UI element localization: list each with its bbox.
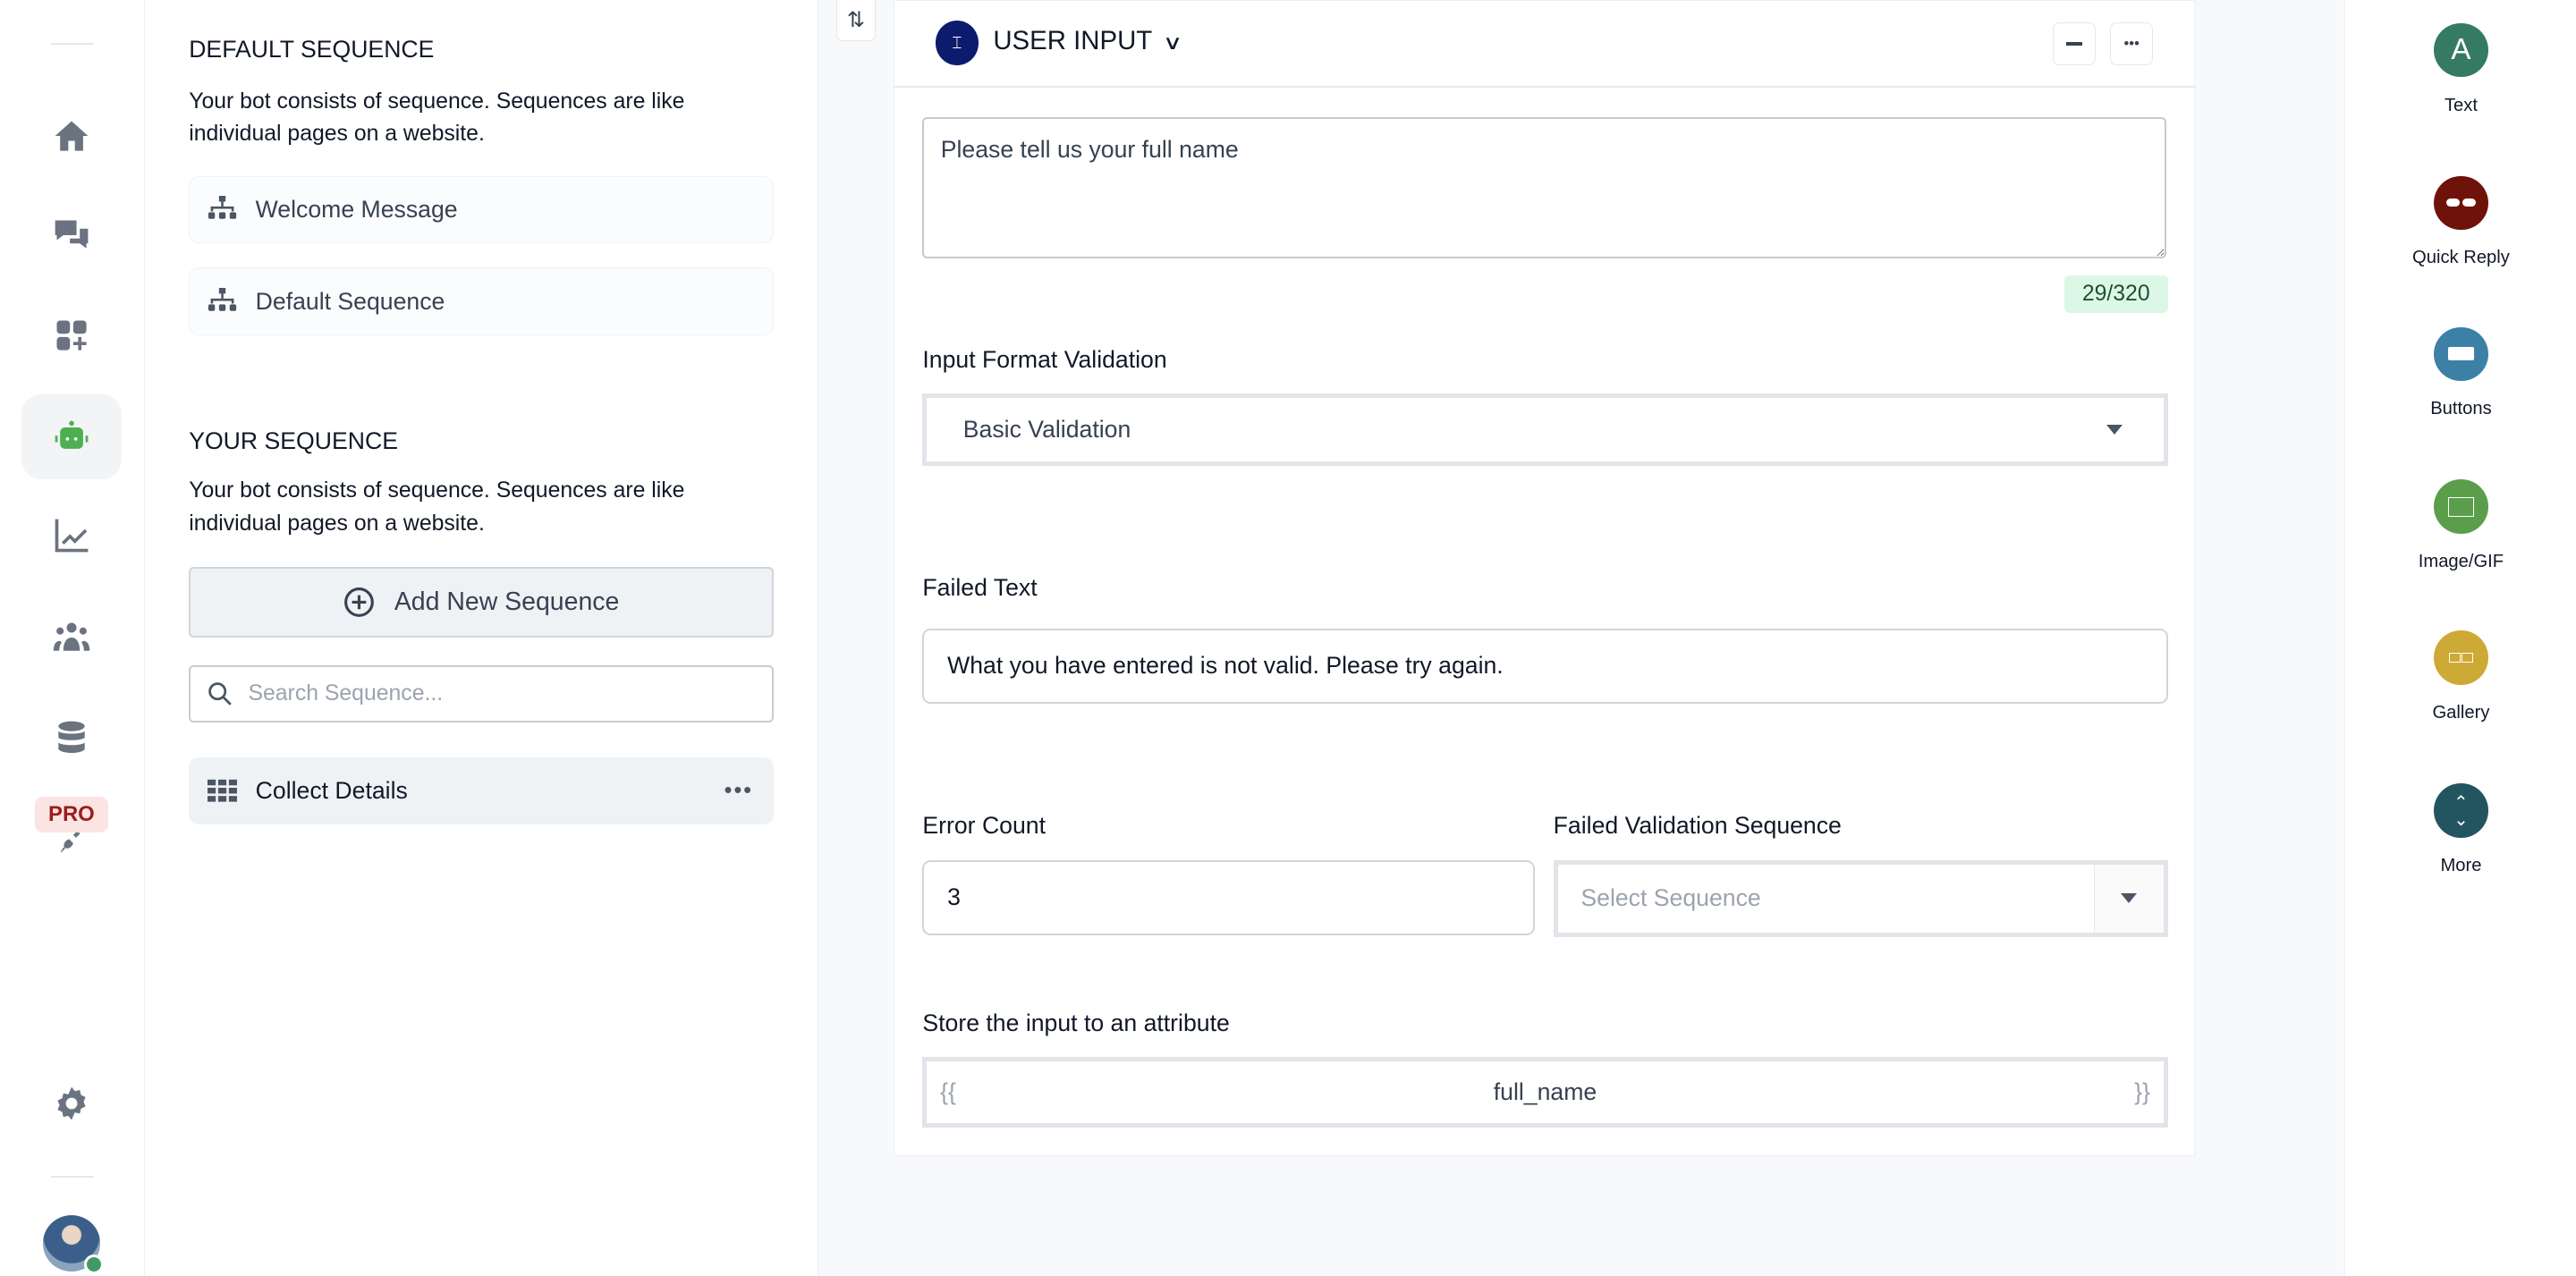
divider (50, 42, 94, 45)
failed-text-label: Failed Text (922, 574, 1038, 601)
minus-icon (2065, 41, 2083, 46)
sitemap-icon (208, 288, 237, 312)
card-title: USER INPUT (993, 25, 1152, 55)
validation-label: Input Format Validation (922, 345, 1167, 373)
main-nav: PRO (0, 0, 145, 1276)
minimize-button[interactable] (2053, 21, 2096, 65)
tool-quick-reply[interactable]: Quick Reply (2345, 175, 2576, 269)
bot-icon (55, 420, 89, 449)
sequence-panel: DEFAULT SEQUENCE Your bot consists of se… (144, 0, 818, 1276)
attr-open-brace: {{ (940, 1077, 956, 1105)
default-sequence-description: Your bot consists of sequence. Sequences… (189, 89, 685, 147)
validation-select[interactable]: Basic Validation (922, 393, 2168, 466)
search-icon (208, 682, 232, 706)
database-icon (58, 721, 85, 753)
error-count-input[interactable]: 3 (922, 859, 1536, 936)
more-chevrons-icon: ⌃ ⌃ (2434, 783, 2488, 838)
image-icon (2434, 479, 2488, 534)
tool-more[interactable]: ⌃ ⌃ More (2345, 783, 2576, 876)
failed-sequence-label: Failed Validation Sequence (1553, 812, 1842, 840)
failed-text-input[interactable]: What you have entered is not valid. Plea… (922, 628, 2168, 705)
your-sequence-heading: YOUR SEQUENCE (189, 427, 398, 454)
tool-label: Buttons (2430, 399, 2492, 419)
sequence-item-label: Welcome Message (255, 195, 458, 223)
character-count-badge: 29/320 (2063, 275, 2168, 313)
swap-arrows-button[interactable]: ⇅ (835, 0, 876, 41)
chat-icon (55, 220, 89, 249)
nav-bot[interactable] (21, 393, 122, 480)
sequence-item-collect-details[interactable]: Collect Details ••• (189, 756, 775, 824)
tool-image-gif[interactable]: Image/GIF (2345, 479, 2576, 572)
builder-canvas: ⇅ ⌶ USER INPUT ∨ ••• Please tell us your… (818, 0, 2344, 1276)
search-sequence-field (189, 664, 775, 723)
chevron-down-icon: ∨ (1163, 30, 1183, 54)
tool-label: Text (2444, 95, 2478, 115)
attribute-label: Store the input to an attribute (922, 1009, 1230, 1036)
tool-label: Quick Reply (2412, 248, 2510, 268)
card-header: ⌶ USER INPUT ∨ ••• (894, 1, 2196, 89)
nav-analytics[interactable] (21, 493, 122, 579)
sequence-item-welcome-message[interactable]: Welcome Message (189, 175, 775, 243)
search-sequence-input[interactable] (248, 681, 741, 706)
avatar[interactable] (42, 1215, 104, 1275)
failed-sequence-placeholder: Select Sequence (1580, 884, 1761, 912)
failed-sequence-select[interactable]: Select Sequence (1553, 859, 2168, 937)
tool-gallery[interactable]: Gallery (2345, 630, 2576, 723)
add-new-sequence-label: Add New Sequence (394, 587, 620, 616)
sequence-item-default-sequence[interactable]: Default Sequence (189, 267, 775, 335)
default-sequence-heading: DEFAULT SEQUENCE (189, 36, 435, 63)
attribute-input[interactable]: {{ full_name}} (922, 1056, 2168, 1128)
tool-text[interactable]: A Text (2345, 22, 2576, 116)
analytics-icon (55, 519, 89, 553)
nav-home[interactable] (21, 94, 122, 180)
quick-reply-icon (2434, 175, 2488, 231)
add-new-sequence-button[interactable]: Add New Sequence (189, 566, 775, 638)
sitemap-icon (208, 196, 237, 220)
tool-label: More (2440, 855, 2482, 875)
tool-label: Gallery (2432, 703, 2490, 723)
nav-apps[interactable] (21, 292, 122, 378)
apps-add-icon (56, 320, 87, 351)
card-options-button[interactable]: ••• (2110, 21, 2154, 65)
card-type-dropdown[interactable]: USER INPUT ∨ (993, 25, 1183, 56)
attribute-value: full_name (1493, 1077, 1597, 1105)
grid-table-icon (208, 779, 238, 802)
divider (50, 1176, 94, 1178)
pro-badge: PRO (34, 796, 109, 833)
more-options-icon[interactable]: ••• (724, 777, 754, 803)
swap-arrows-icon: ⇅ (846, 7, 865, 32)
plus-circle-icon (343, 587, 374, 617)
sequence-item-label: Default Sequence (255, 287, 445, 315)
message-textarea[interactable]: Please tell us your full name (922, 117, 2166, 259)
nav-settings[interactable] (21, 1061, 122, 1147)
gear-icon (57, 1086, 86, 1120)
buttons-icon (2434, 326, 2488, 382)
user-input-card: ⌶ USER INPUT ∨ ••• Please tell us your f… (894, 0, 2196, 1157)
nav-database[interactable] (21, 695, 122, 781)
caret-down-icon (2121, 893, 2138, 904)
gallery-icon (2434, 630, 2488, 685)
caret-down-icon (2106, 424, 2123, 435)
validation-value: Basic Validation (962, 415, 1131, 443)
home-icon (55, 121, 89, 151)
nav-chat[interactable] (21, 192, 122, 278)
nav-audience[interactable] (21, 595, 122, 680)
user-input-icon: ⌶ (936, 21, 979, 65)
online-status-dot (83, 1255, 104, 1275)
attr-close-brace: }} (2134, 1077, 2150, 1105)
tool-label: Image/GIF (2418, 552, 2504, 572)
element-toolbox: A Text Quick Reply Buttons Image/GIF Gall… (2343, 0, 2576, 1276)
your-sequence-description: Your bot consists of sequence. Sequences… (189, 477, 685, 536)
sequence-item-label: Collect Details (255, 776, 408, 804)
audience-icon (53, 622, 90, 651)
more-options-icon: ••• (2123, 34, 2140, 52)
text-icon: A (2434, 22, 2488, 78)
error-count-label: Error Count (922, 812, 1046, 840)
tool-buttons[interactable]: Buttons (2345, 326, 2576, 420)
